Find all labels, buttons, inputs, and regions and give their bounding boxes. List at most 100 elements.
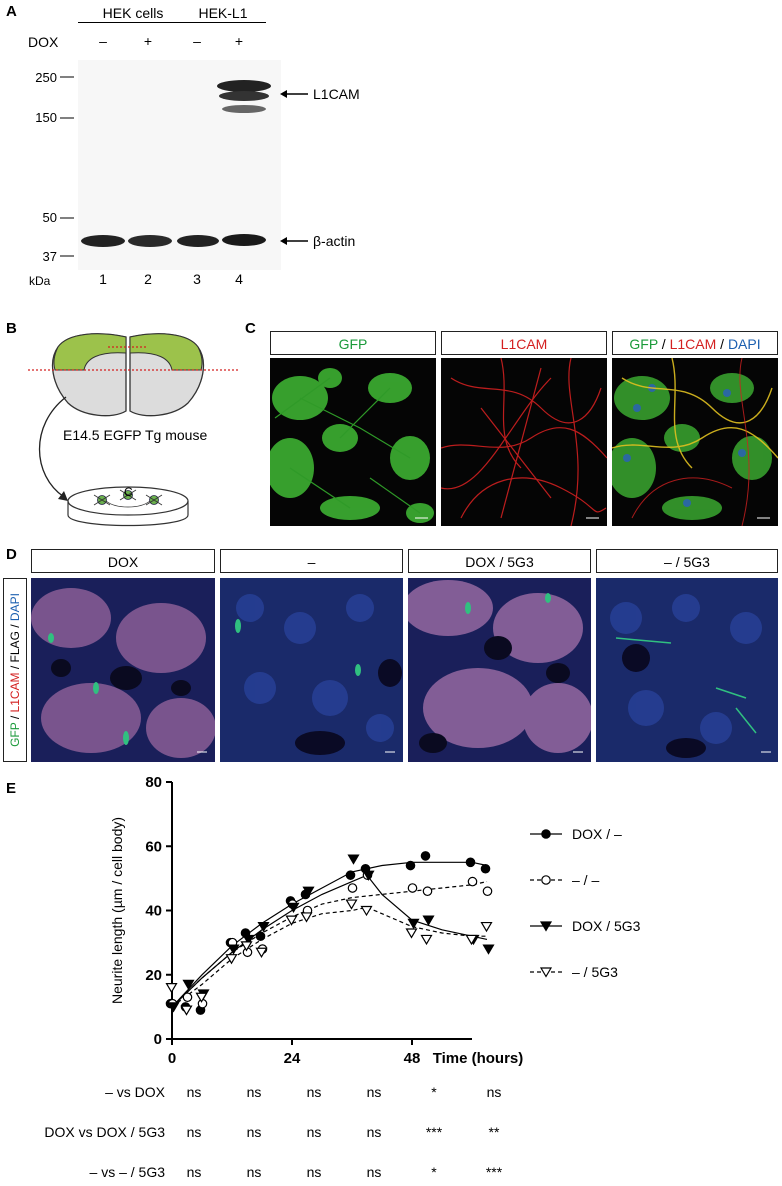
legend-label-1: DOX / – [572,826,622,842]
merge-sep-2: / [716,336,728,352]
stats-row-label: – vs – / 5G3 [89,1164,165,1180]
stats-cell: ns [186,1124,202,1140]
stats-cell: ns [246,1084,262,1100]
side-sep-2: / FLAG / [8,621,22,673]
data-point-series-2 [467,876,478,887]
data-point-series-4 [180,1005,193,1016]
blot-image [60,60,281,270]
lane-number-2: 2 [144,271,152,287]
y-tick-label: 20 [145,967,162,984]
stats-cell: ns [306,1124,322,1140]
data-point-series-4 [420,934,433,946]
stats-cell: ns [366,1164,382,1180]
dox-sign-lane-1: – [99,33,107,49]
merge-dapi: DAPI [727,336,761,352]
micrograph-gfp [270,358,436,526]
micrograph-merge [612,358,778,526]
data-point-series-3 [242,934,255,946]
data-point-series-3 [482,944,495,955]
y-axis-label: Neurite length (µm / cell body) [109,817,125,1004]
stats-row-label: – vs DOX [105,1084,165,1100]
data-point-series-3 [407,918,420,930]
data-point-series-1 [465,857,476,868]
x-axis-label: Time (hours) [433,1050,524,1067]
fit-line-series-1 [171,861,488,1008]
group-label-hek: HEK cells [102,5,164,21]
legend-marker-3 [539,921,553,932]
data-point-series-2 [347,883,358,893]
marker-label-250: 250 [35,70,57,85]
stats-table: – vs DOX ns ns ns ns * ns DOX vs DOX / 5G3 ns ns n… [0,1080,782,1186]
data-point-series-4 [345,899,358,910]
actin-band-lane-1 [81,235,125,247]
stats-cell: ns [306,1084,322,1100]
group-underline-hek-l1 [180,22,266,23]
data-point-series-3 [287,902,300,913]
band-arrows [280,90,308,245]
brain-schematic [28,333,238,527]
dish-label: C [124,485,133,499]
title-merge: GFP / L1CAM / DAPI [612,331,778,355]
stats-cell: ns [366,1124,382,1140]
legend-marker-2 [541,875,551,885]
neurite-chart: 0 20 40 60 80 0 24 48 Time (hours) Neurite length… [109,774,641,1067]
data-point-series-4 [360,905,373,917]
y-tick-label: 40 [145,903,162,920]
lane-number-1: 1 [99,271,107,287]
stats-cell: ns [186,1084,202,1100]
y-tick-label: 80 [145,774,162,791]
neuron-icons [93,489,163,508]
merge-gfp: GFP [629,336,658,352]
fit-line-series-3 [171,874,488,1008]
legend-marker-4 [539,967,553,978]
data-point-series-3 [167,1002,180,1013]
actin-band-lane-4 [222,234,266,246]
arrow-icon [280,237,287,245]
side-l1cam: L1CAM [8,672,22,713]
actin-band-lane-2 [128,235,172,247]
data-point-series-3 [257,921,270,933]
data-point-series-3 [347,854,360,865]
y-tick-label: 60 [145,838,162,855]
data-point-series-3 [227,944,240,955]
data-point-series-4 [240,941,253,952]
dox-sign-lane-4: + [234,33,244,49]
data-point-series-4 [225,954,238,965]
x-tick-label: 24 [284,1050,301,1067]
data-point-series-3 [182,979,195,991]
data-point-series-4 [285,915,298,926]
legend-label-3: DOX / 5G3 [572,918,641,934]
stats-cell: ns [246,1124,262,1140]
panel-b-label: B [6,320,17,337]
side-gfp: GFP [8,722,22,747]
data-point-series-4 [465,934,478,946]
title-d-minus: – [220,549,403,573]
data-point-series-4 [195,992,208,1003]
x-tick-label: 0 [168,1050,176,1067]
micrograph-d-minus [220,578,403,762]
panel-a-label: A [6,3,17,20]
title-d-minus-5g3: – / 5G3 [596,549,778,573]
fit-line-series-4 [171,906,487,1008]
side-label-box: GFP / L1CAM / FLAG / DAPI [3,578,27,762]
data-point-series-2 [422,886,433,897]
data-point-series-3 [302,886,315,897]
stats-cell: ** [488,1124,500,1140]
data-point-series-4 [255,947,268,958]
l1cam-band-middle [219,91,269,101]
curved-arrow [38,396,67,498]
side-dapi: DAPI [8,593,22,622]
stats-cell: ns [486,1084,502,1100]
x-tick-label: 48 [404,1050,421,1067]
data-point-series-2 [182,992,193,1003]
data-point-series-1 [255,931,266,941]
dox-sign-lane-2: + [143,33,153,49]
data-point-series-1 [345,870,356,880]
merge-l1cam: L1CAM [669,336,717,352]
side-sep-1: / [8,712,22,723]
data-point-series-4 [405,928,418,939]
group-underline-hek [78,22,186,23]
arrow-icon [280,90,287,98]
l1cam-band-lower [222,105,266,113]
legend-marker-1 [541,829,551,839]
